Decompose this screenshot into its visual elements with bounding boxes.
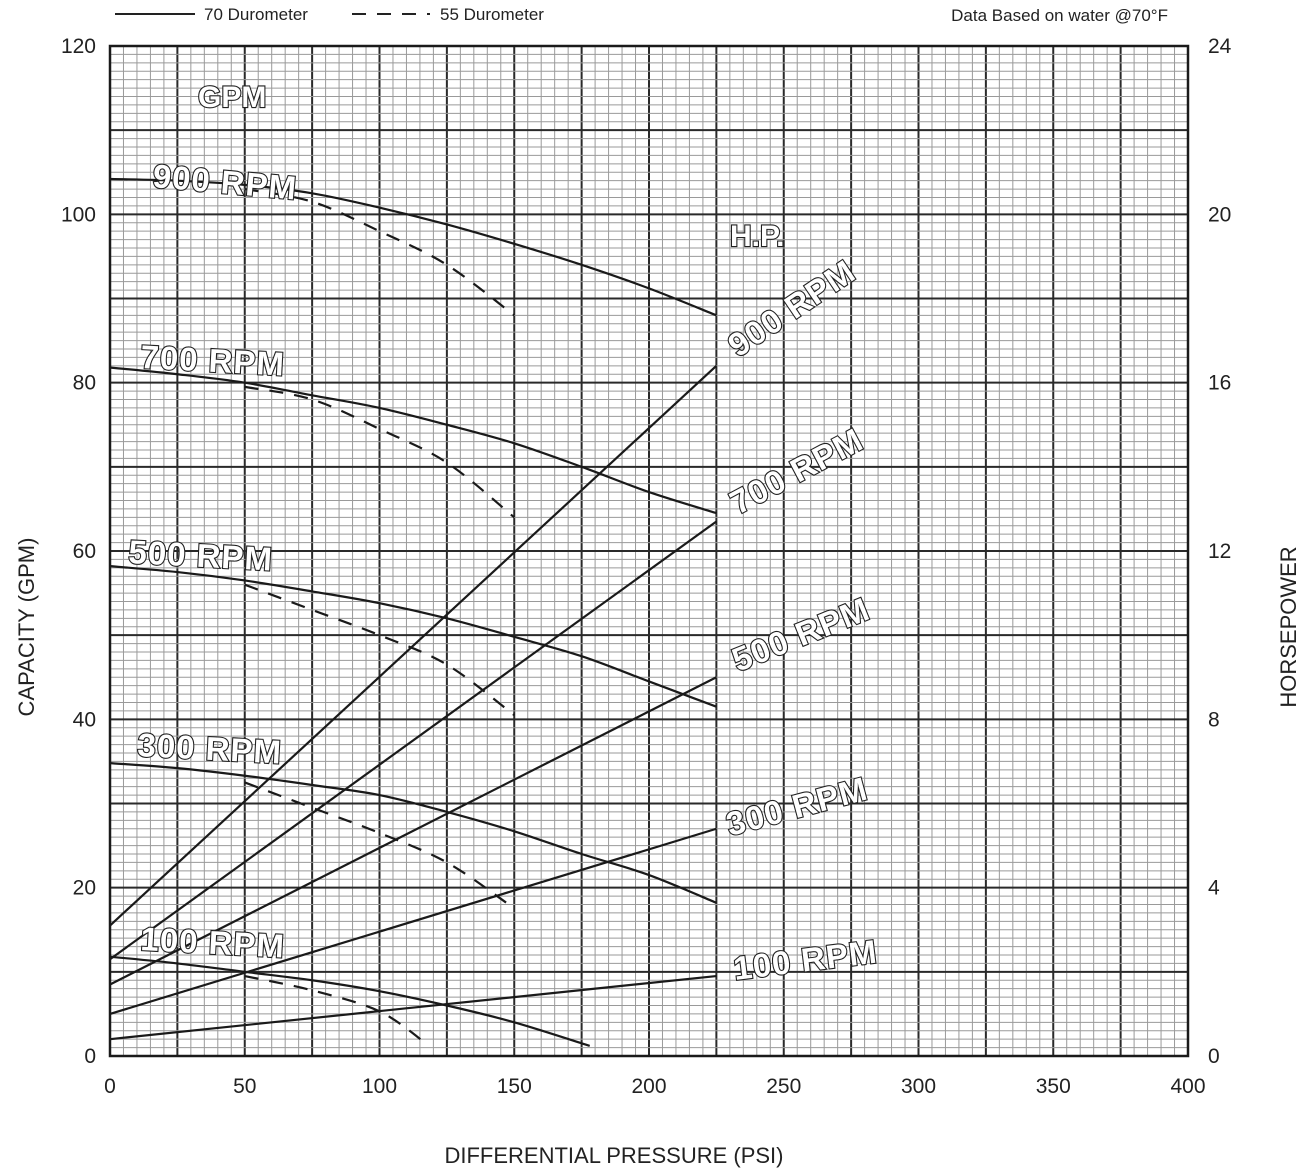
cap-curve-label-300: 300 RPM (137, 726, 283, 771)
y2-axis-ticks: 0 4 8 12 16 20 24 (1208, 35, 1232, 1068)
capacity-curves (109, 177, 717, 1047)
capacity-curve-700-rpm-dashed (244, 385, 515, 519)
x-tick-label: 400 (1170, 1075, 1205, 1098)
x-tick-label: 300 (901, 1075, 936, 1098)
horsepower-curve-900-rpm (109, 365, 718, 927)
y2-tick-label: 16 (1208, 372, 1231, 395)
horsepower-curves (109, 365, 718, 1041)
hp-curve-label-100: 100 RPM (731, 933, 879, 987)
gpm-label: GPM (198, 81, 266, 114)
y-axis-title: CAPACITY (GPM) (14, 538, 39, 717)
x-axis-title: DIFFERENTIAL PRESSURE (PSI) (444, 1143, 783, 1168)
y2-tick-label: 20 (1208, 203, 1231, 226)
x-axis-ticks: 0 50 100 150 200 250 300 350 400 (104, 1075, 1205, 1098)
hp-curve-label-900: 900 RPM (721, 252, 862, 364)
cap-curve-label-900: 900 RPM (151, 157, 298, 206)
legend-solid-label: 70 Durometer (204, 5, 308, 24)
legend-dashed-label: 55 Durometer (440, 5, 544, 24)
y2-tick-label: 24 (1208, 35, 1232, 58)
x-tick-label: 250 (766, 1075, 801, 1098)
y-tick-label: 20 (73, 877, 96, 900)
y-tick-label: 120 (61, 35, 96, 58)
capacity-curve-700-rpm-solid (109, 366, 717, 515)
plot-border (108, 44, 1190, 1058)
y2-tick-label: 12 (1208, 540, 1231, 563)
capacity-curve-300-rpm-solid (109, 762, 717, 904)
horsepower-curve-500-rpm (109, 676, 717, 986)
capacity-curve-300-rpm-dashed (244, 781, 510, 906)
x-tick-label: 50 (233, 1075, 256, 1098)
y-tick-label: 100 (61, 203, 96, 226)
chart-grid (108, 44, 1190, 1058)
y-axis-ticks: 0 20 40 60 80 100 120 (61, 35, 96, 1068)
capacity-curve-500-rpm-solid (109, 565, 717, 708)
capacity-curve-100-rpm-dashed (244, 974, 429, 1046)
data-basis-note: Data Based on water @70°F (951, 6, 1168, 25)
x-tick-label: 200 (631, 1075, 666, 1098)
y-tick-label: 60 (73, 540, 96, 563)
y2-axis-title: HORSEPOWER (1276, 546, 1301, 707)
y-tick-label: 80 (73, 372, 96, 395)
cap-curve-label-700: 700 RPM (140, 338, 286, 383)
y2-tick-label: 0 (1208, 1045, 1220, 1068)
horsepower-curve-300-rpm (109, 827, 717, 1015)
y-tick-label: 0 (84, 1045, 96, 1068)
x-tick-label: 150 (497, 1075, 532, 1098)
y2-tick-label: 8 (1208, 708, 1220, 731)
x-tick-label: 0 (104, 1075, 116, 1098)
horsepower-curve-700-rpm (109, 520, 718, 961)
hp-curve-label-700: 700 RPM (724, 421, 869, 522)
y2-tick-label: 4 (1208, 877, 1220, 900)
capacity-curve-900-rpm-solid (109, 177, 717, 317)
y-tick-label: 40 (73, 708, 96, 731)
cap-curve-label-500: 500 RPM (128, 533, 274, 578)
horsepower-curve-100-rpm (109, 974, 717, 1041)
x-tick-label: 100 (362, 1075, 397, 1098)
capacity-curve-100-rpm-solid (109, 955, 591, 1047)
cap-curve-label-100: 100 RPM (140, 920, 286, 965)
x-tick-label: 350 (1036, 1075, 1071, 1098)
hp-label: H.P. (730, 220, 784, 253)
